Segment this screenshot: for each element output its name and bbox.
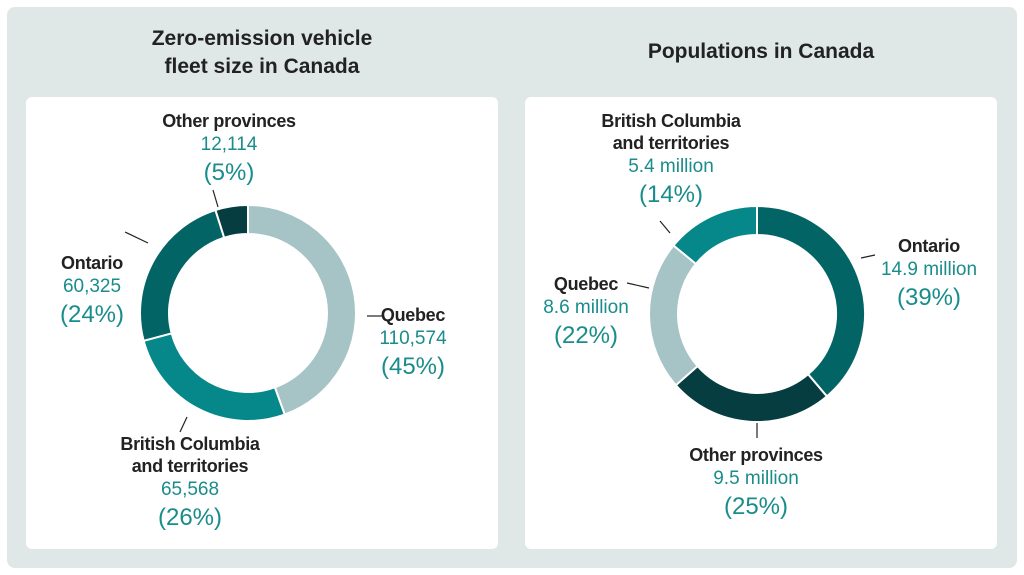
label-quebec: Quebec 110,574 (45%) xyxy=(379,304,446,382)
donut-slice-quebec xyxy=(648,244,700,387)
label-ontario: Ontario 14.9 million (39%) xyxy=(881,235,977,313)
right-chart-panel xyxy=(525,97,997,549)
leader-line xyxy=(860,254,876,259)
slice-value: 110,574 xyxy=(379,328,447,349)
slice-percent: (14%) xyxy=(638,181,704,208)
slice-name: Ontario xyxy=(61,253,123,273)
slice-name: Ontario xyxy=(898,236,960,256)
label-ontario: Ontario 60,325 (24%) xyxy=(60,252,124,330)
donut-slice-ontario xyxy=(139,208,226,343)
slice-value: 5.4 million xyxy=(628,156,714,177)
slice-name: Quebec xyxy=(380,305,446,325)
donut-slice-ontario xyxy=(756,204,866,398)
slice-name: and territories xyxy=(131,456,249,476)
slice-value: 9.5 million xyxy=(713,468,799,489)
label-other-provinces: Other provinces 9.5 million (25%) xyxy=(689,444,823,522)
slice-percent: (26%) xyxy=(157,504,223,531)
slice-value: 65,568 xyxy=(160,479,220,500)
donut-slice-quebec xyxy=(247,203,357,416)
slice-name: British Columbia xyxy=(120,434,260,454)
chart-title-left: Zero-emission vehicle fleet size in Cana… xyxy=(26,25,498,81)
slice-percent: (39%) xyxy=(896,284,962,311)
slice-name: Other provinces xyxy=(162,111,296,131)
slice-percent: (5%) xyxy=(203,159,255,186)
leader-line xyxy=(212,189,219,208)
slice-value: 14.9 million xyxy=(880,259,978,280)
slice-name: Quebec xyxy=(553,274,619,294)
slice-value: 60,325 xyxy=(62,276,122,297)
label-british-columbia: British Columbia and territories 65,568 … xyxy=(120,433,260,533)
donut-slice-other-provinces xyxy=(674,364,829,423)
label-british-columbia: British Columbia and territories 5.4 mil… xyxy=(601,110,741,210)
slice-name: Other provinces xyxy=(689,445,823,465)
left-chart-panel xyxy=(26,97,498,549)
slice-name: British Columbia xyxy=(601,111,741,131)
slice-percent: (45%) xyxy=(380,353,446,380)
label-other-provinces: Other provinces 12,114 (5%) xyxy=(162,110,296,188)
slice-percent: (25%) xyxy=(723,493,789,520)
donut-slice-other-provinces xyxy=(214,203,249,239)
title-line: Zero-emission vehicle xyxy=(151,27,373,50)
leader-line xyxy=(179,416,188,433)
donut-slice-british-columbia-and-territories xyxy=(672,204,758,266)
slice-percent: (24%) xyxy=(59,301,125,328)
slice-percent: (22%) xyxy=(553,322,619,349)
label-quebec: Quebec 8.6 million (22%) xyxy=(543,273,629,351)
slice-value: 8.6 million xyxy=(543,297,629,318)
slice-value: 12,114 xyxy=(200,134,258,155)
title-line: fleet size in Canada xyxy=(164,55,360,78)
leader-line xyxy=(659,220,671,234)
leader-line xyxy=(124,231,149,244)
donut-slice-british-columbia-and-territories xyxy=(142,332,286,422)
chart-title-right: Populations in Canada xyxy=(647,40,875,63)
slice-name: and territories xyxy=(612,133,730,153)
leader-line xyxy=(626,282,650,289)
